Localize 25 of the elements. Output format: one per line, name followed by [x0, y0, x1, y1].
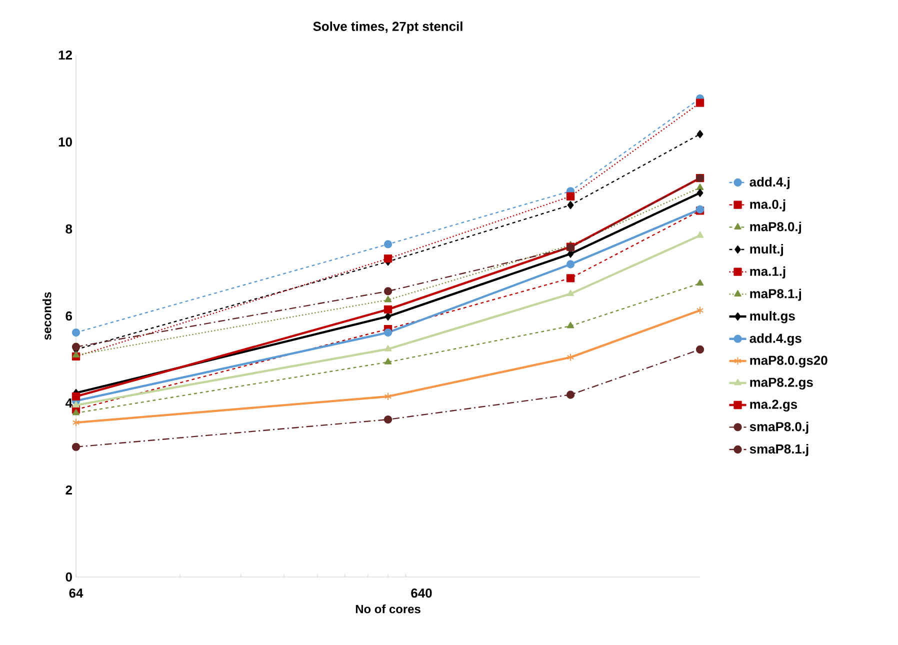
y-tick-label: 6	[66, 311, 72, 321]
x-tick-label: 64	[69, 588, 84, 598]
legend-label: add.4.gs	[750, 333, 802, 346]
legend-label: smaP8.1.j	[750, 444, 808, 456]
legend-label: smaP8.0.j	[750, 422, 808, 434]
legend-label: maP8.0.j	[750, 222, 801, 234]
legend-label: ma.0.j	[750, 199, 786, 212]
y-tick-label: 2	[66, 485, 72, 495]
legend-label: maP8.0.gs20	[750, 356, 828, 368]
legend-label: maP8.2.gs	[750, 378, 813, 390]
legend-label: mult.gs	[750, 311, 795, 324]
legend-label: ma.2.gs	[750, 400, 798, 412]
x-tick-label: 640	[411, 588, 432, 598]
legend-label: maP8.1.j	[750, 288, 801, 301]
legend-label: mult.j	[750, 244, 783, 256]
y-tick-label: 10	[58, 137, 72, 147]
y-tick-label: 4	[65, 398, 72, 408]
x-axis-title: No of cores	[356, 604, 420, 614]
y-tick-label: 8	[66, 224, 72, 234]
legend-label: add.4.j	[750, 177, 790, 190]
y-axis-title: seconds	[42, 292, 52, 340]
y-tick-label: 12	[58, 50, 72, 60]
legend-label: ma.1.j	[750, 266, 786, 278]
y-tick-label: 0	[66, 572, 72, 582]
chart-title: Solve times, 27pt stencil	[313, 21, 462, 34]
